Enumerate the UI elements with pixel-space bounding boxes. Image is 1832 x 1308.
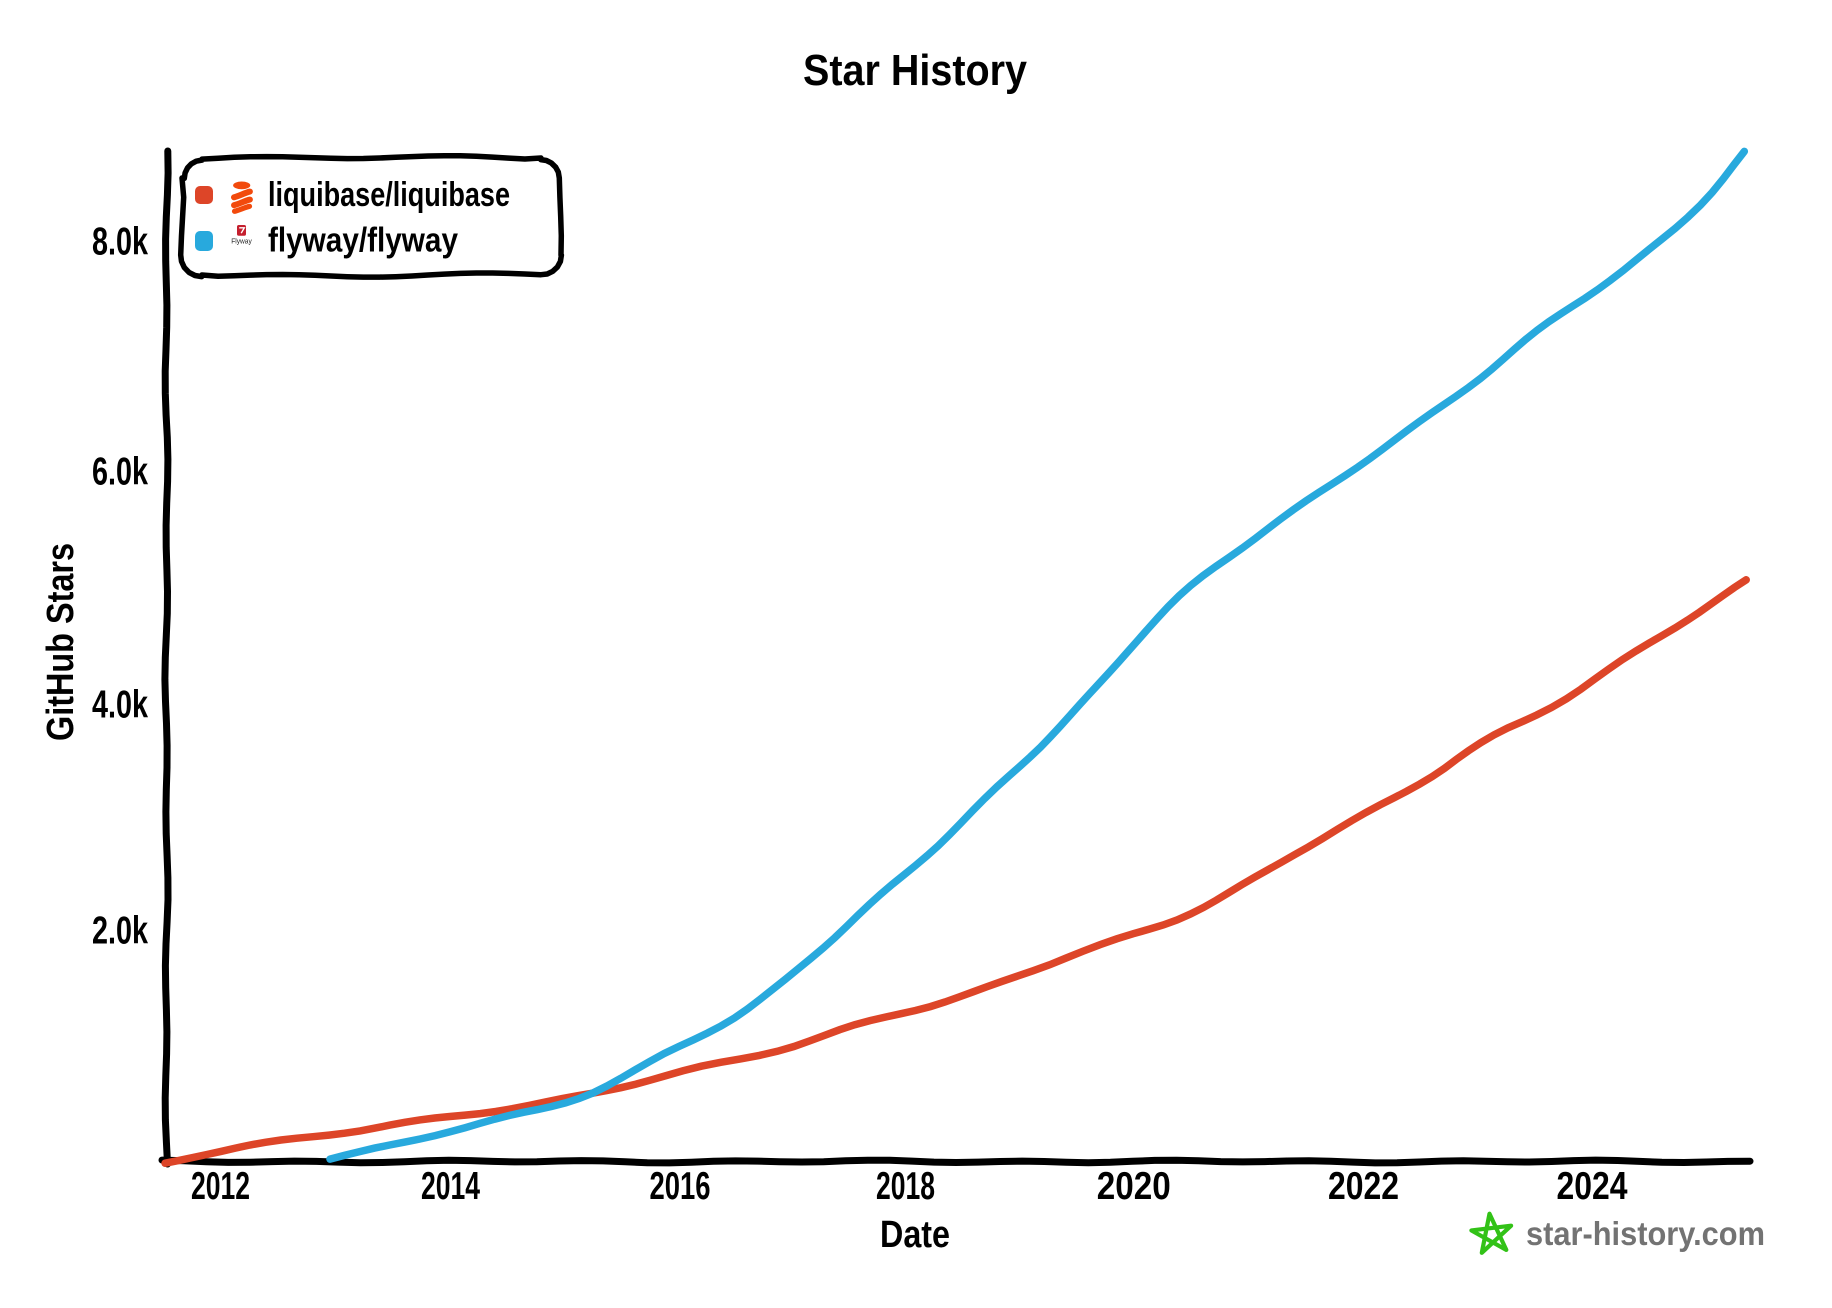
svg-text:GitHub Stars: GitHub Stars <box>40 543 82 741</box>
svg-text:2020: 2020 <box>1097 1165 1171 1208</box>
svg-text:2016: 2016 <box>650 1165 711 1208</box>
svg-text:star-history.com: star-history.com <box>1526 1215 1765 1252</box>
svg-text:2024: 2024 <box>1557 1165 1628 1208</box>
svg-text:2018: 2018 <box>876 1165 935 1208</box>
svg-text:Star History: Star History <box>803 46 1027 95</box>
svg-text:2012: 2012 <box>191 1165 250 1208</box>
svg-text:2014: 2014 <box>421 1165 480 1208</box>
svg-text:liquibase/liquibase: liquibase/liquibase <box>268 176 510 214</box>
svg-text:2.0k: 2.0k <box>92 910 148 953</box>
svg-text:flyway/flyway: flyway/flyway <box>268 222 458 260</box>
svg-text:6.0k: 6.0k <box>92 451 148 494</box>
svg-text:Flyway: Flyway <box>231 239 252 246</box>
svg-text:2022: 2022 <box>1328 1165 1399 1208</box>
svg-text:4.0k: 4.0k <box>92 684 148 727</box>
svg-text:8.0k: 8.0k <box>92 221 148 264</box>
svg-text:Date: Date <box>880 1214 950 1256</box>
